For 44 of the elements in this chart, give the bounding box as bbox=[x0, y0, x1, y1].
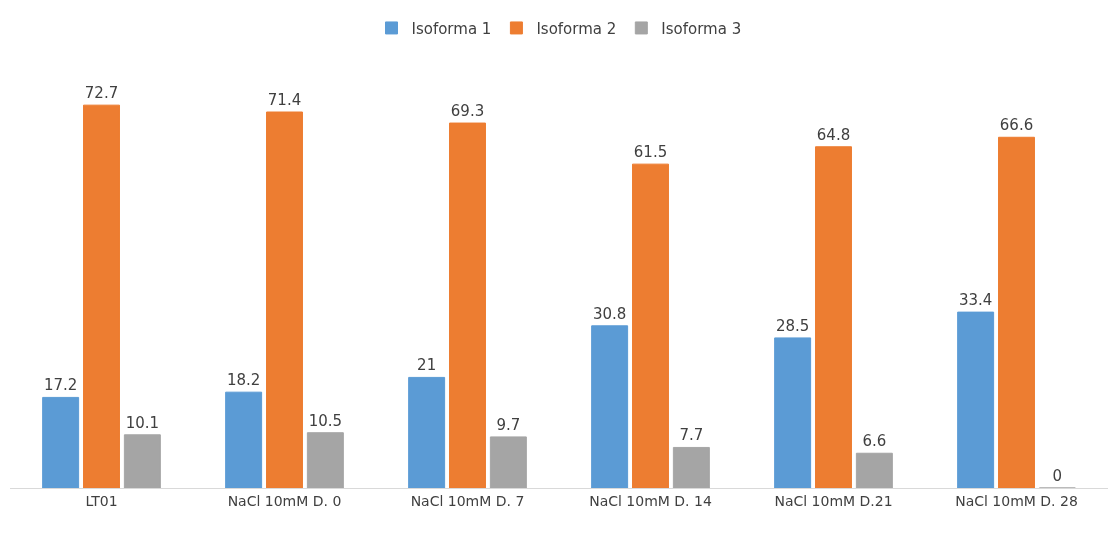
bar bbox=[855, 452, 893, 488]
bar bbox=[83, 104, 120, 488]
bar bbox=[306, 432, 344, 488]
x-tick-label: NaCl 10mM D.21 bbox=[774, 492, 893, 509]
bar bbox=[774, 337, 812, 488]
bar bbox=[225, 391, 263, 488]
data-label: 17.2 bbox=[43, 376, 78, 395]
legend-label: Isoforma 2 bbox=[536, 19, 617, 38]
data-label: 30.8 bbox=[592, 304, 627, 323]
data-label: 7.7 bbox=[679, 426, 704, 445]
bar bbox=[672, 446, 710, 488]
bar bbox=[449, 122, 486, 488]
bar bbox=[998, 136, 1035, 488]
data-label: 10.5 bbox=[308, 411, 343, 430]
data-label: 0 bbox=[1052, 467, 1063, 485]
data-label: 64.8 bbox=[816, 125, 851, 144]
data-label: 71.4 bbox=[267, 91, 302, 109]
x-tick-label: NaCl 10mM D. 14 bbox=[589, 492, 712, 509]
x-tick-label: NaCl 10mM D. 28 bbox=[955, 492, 1078, 509]
data-label: 72.7 bbox=[84, 84, 119, 103]
data-label: 21 bbox=[417, 356, 437, 375]
bar bbox=[42, 396, 80, 488]
legend-label: Isoforma 3 bbox=[661, 19, 742, 38]
legend-label: Isoforma 1 bbox=[411, 19, 492, 38]
data-label: 33.4 bbox=[958, 291, 993, 310]
data-label: 28.5 bbox=[775, 316, 810, 335]
x-tick-label: NaCl 10mM D. 7 bbox=[410, 492, 525, 509]
bar bbox=[408, 376, 446, 488]
bar bbox=[489, 436, 527, 488]
bar bbox=[815, 146, 852, 488]
bar bbox=[957, 311, 995, 488]
bar bbox=[632, 163, 669, 488]
data-label: 18.2 bbox=[226, 371, 261, 390]
bar bbox=[123, 434, 161, 488]
data-label: 69.3 bbox=[450, 102, 485, 121]
data-label: 9.7 bbox=[496, 415, 521, 434]
data-label: 66.6 bbox=[999, 116, 1034, 135]
bar bbox=[266, 111, 303, 488]
x-tick-label: LT01 bbox=[85, 492, 118, 509]
bar bbox=[591, 325, 629, 488]
data-label: 10.1 bbox=[125, 413, 160, 432]
data-label: 6.6 bbox=[862, 432, 887, 451]
x-tick-label: NaCl 10mM D. 0 bbox=[227, 492, 342, 509]
data-label: 61.5 bbox=[633, 143, 668, 162]
